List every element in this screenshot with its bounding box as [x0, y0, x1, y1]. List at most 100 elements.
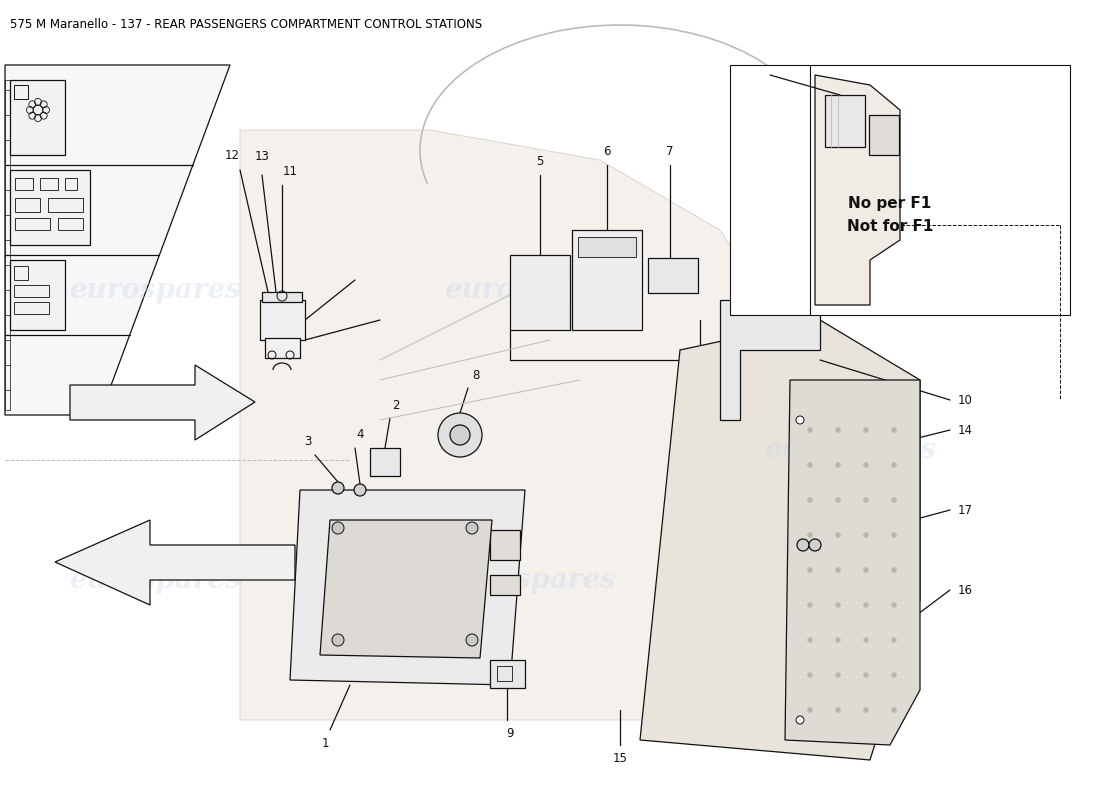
Bar [40, 178, 58, 190]
Text: 10: 10 [958, 394, 972, 406]
Bar [578, 237, 636, 257]
Bar [730, 65, 1070, 315]
Text: 13: 13 [254, 150, 270, 163]
Text: eurospares: eurospares [444, 566, 616, 594]
Bar [48, 198, 82, 212]
Circle shape [807, 567, 813, 573]
Polygon shape [55, 520, 295, 605]
Bar [648, 258, 698, 293]
Circle shape [836, 427, 840, 433]
Circle shape [891, 707, 896, 713]
Text: 7: 7 [667, 145, 673, 158]
Circle shape [864, 567, 869, 573]
Circle shape [796, 716, 804, 724]
Circle shape [864, 707, 869, 713]
Text: eurospares: eurospares [764, 437, 936, 463]
Circle shape [836, 602, 840, 607]
Text: eurospares: eurospares [69, 277, 241, 303]
Circle shape [798, 539, 808, 551]
Text: 11: 11 [283, 165, 297, 178]
Text: 12: 12 [224, 149, 240, 162]
Circle shape [891, 427, 896, 433]
Circle shape [807, 602, 813, 607]
Polygon shape [785, 380, 920, 745]
Circle shape [891, 533, 896, 538]
Bar [10, 80, 65, 155]
Polygon shape [290, 490, 525, 685]
Bar [490, 660, 525, 688]
Bar [262, 292, 303, 302]
Bar [10, 260, 65, 330]
Text: 14: 14 [958, 423, 974, 437]
Bar [15, 218, 50, 230]
Circle shape [836, 533, 840, 538]
Circle shape [807, 673, 813, 678]
Circle shape [808, 539, 821, 551]
Text: 5: 5 [537, 155, 543, 168]
Circle shape [332, 482, 344, 494]
Polygon shape [720, 300, 820, 420]
Text: 16: 16 [958, 583, 974, 597]
Polygon shape [640, 320, 920, 760]
Text: eurospares: eurospares [444, 277, 616, 303]
Circle shape [807, 533, 813, 538]
Polygon shape [815, 75, 900, 305]
Text: 2: 2 [392, 399, 399, 412]
Text: 15: 15 [613, 752, 627, 765]
Circle shape [807, 498, 813, 502]
Polygon shape [6, 65, 230, 415]
Text: 575 M Maranello - 137 - REAR PASSENGERS COMPARTMENT CONTROL STATIONS: 575 M Maranello - 137 - REAR PASSENGERS … [10, 18, 482, 31]
Circle shape [438, 413, 482, 457]
Circle shape [864, 638, 869, 642]
Circle shape [864, 462, 869, 467]
Bar [497, 666, 512, 681]
Circle shape [807, 707, 813, 713]
Text: 4: 4 [356, 428, 364, 441]
Bar [14, 285, 50, 297]
Circle shape [836, 673, 840, 678]
Bar [14, 302, 50, 314]
Bar [370, 448, 400, 476]
Bar [869, 115, 899, 155]
Text: eurospares: eurospares [69, 566, 241, 594]
Circle shape [864, 533, 869, 538]
Text: No per F1
Not for F1: No per F1 Not for F1 [847, 196, 933, 234]
Text: 18: 18 [747, 63, 762, 77]
Circle shape [891, 638, 896, 642]
Polygon shape [240, 130, 820, 720]
Bar [572, 230, 642, 330]
Circle shape [864, 427, 869, 433]
Bar [6, 80, 10, 410]
Bar [825, 95, 865, 147]
Circle shape [891, 673, 896, 678]
Bar [65, 178, 77, 190]
Text: 6: 6 [603, 145, 611, 158]
Circle shape [332, 634, 344, 646]
Circle shape [864, 673, 869, 678]
Bar [490, 530, 520, 560]
Circle shape [466, 634, 478, 646]
Circle shape [891, 567, 896, 573]
Polygon shape [320, 520, 492, 658]
Bar [58, 218, 82, 230]
Circle shape [807, 638, 813, 642]
Circle shape [864, 602, 869, 607]
Text: 3: 3 [305, 435, 311, 448]
Bar [15, 198, 40, 212]
Circle shape [891, 462, 896, 467]
Circle shape [836, 638, 840, 642]
Circle shape [836, 462, 840, 467]
Text: 9: 9 [506, 727, 514, 740]
Bar [265, 338, 300, 358]
Bar [15, 178, 33, 190]
Bar [10, 170, 90, 245]
Bar [14, 266, 28, 280]
Circle shape [332, 522, 344, 534]
Circle shape [354, 484, 366, 496]
Bar [260, 300, 305, 340]
Circle shape [466, 522, 478, 534]
Bar [510, 255, 570, 330]
Circle shape [450, 425, 470, 445]
Text: 1: 1 [321, 737, 329, 750]
Bar [14, 85, 28, 99]
